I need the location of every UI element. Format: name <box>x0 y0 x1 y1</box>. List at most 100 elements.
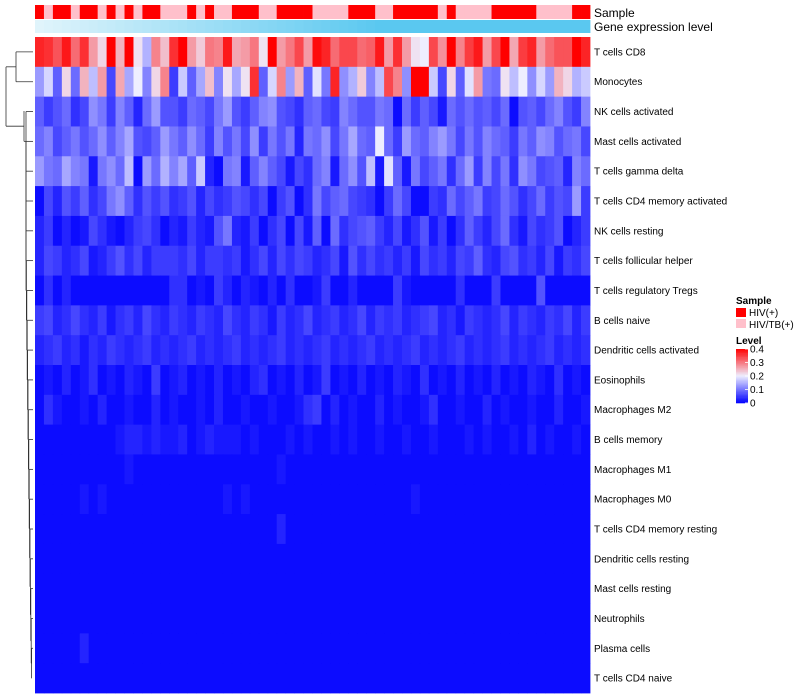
heatmap-cell <box>178 275 188 306</box>
heatmap-cell <box>572 156 582 187</box>
heatmap-cell <box>115 603 125 634</box>
heatmap-cell <box>581 335 591 366</box>
heatmap-cell <box>106 424 116 455</box>
heatmap-cell <box>276 543 287 575</box>
heatmap-cell <box>554 365 564 396</box>
heatmap-cell <box>393 454 403 485</box>
heatmap-cell <box>455 365 466 396</box>
heatmap-cell <box>79 454 90 485</box>
heatmap-cell <box>518 514 528 545</box>
heatmap-cell <box>330 66 340 98</box>
heatmap-cell <box>536 186 546 217</box>
heatmap-cell <box>455 335 466 366</box>
heatmap-cell <box>214 96 224 127</box>
heatmap-cell <box>554 305 564 336</box>
heatmap-cell <box>491 424 501 455</box>
heatmap-cell <box>258 633 269 664</box>
heatmap-cell <box>160 96 170 127</box>
heatmap-cell <box>545 603 555 634</box>
heatmap-cell <box>294 335 304 366</box>
heatmap-cell <box>455 663 466 694</box>
heatmap-cell <box>581 365 591 396</box>
expression-annotation-cell <box>222 20 233 33</box>
heatmap-cell <box>482 454 492 485</box>
heatmap-cell <box>43 126 54 157</box>
heatmap-cell <box>303 186 313 217</box>
heatmap-cell <box>545 37 555 68</box>
heatmap-cell <box>43 484 54 515</box>
heatmap-cell <box>61 573 72 604</box>
heatmap-cell <box>88 394 99 426</box>
sample-annotation-cell <box>169 5 179 19</box>
heatmap-cell <box>455 215 466 247</box>
heatmap-cell <box>321 275 331 306</box>
heatmap-cell <box>527 215 537 247</box>
heatmap-cell <box>446 514 457 545</box>
heatmap-cell <box>446 573 457 604</box>
heatmap-cell <box>231 215 242 247</box>
heatmap-cell <box>249 663 260 694</box>
heatmap-cell <box>35 245 45 276</box>
heatmap-cell <box>321 305 331 336</box>
heatmap-cell <box>205 305 215 336</box>
sample-annotation-cell <box>196 5 206 19</box>
heatmap-cell <box>339 66 349 98</box>
heatmap-cell <box>52 126 63 157</box>
sample-annotation-cell <box>35 5 45 19</box>
heatmap-cell <box>473 603 483 634</box>
heatmap-cell <box>455 305 466 336</box>
heatmap-cell <box>196 573 206 604</box>
heatmap-cell <box>151 245 161 276</box>
row-label: T cells regulatory Tregs <box>594 286 698 297</box>
heatmap-cell <box>70 126 81 157</box>
heatmap-cell <box>124 96 134 127</box>
heatmap-cell <box>142 514 152 545</box>
heatmap-cell <box>43 394 54 426</box>
heatmap-cell <box>187 215 197 247</box>
expression-annotation-cell <box>52 20 63 33</box>
heatmap-cell <box>455 394 466 426</box>
heatmap-cell <box>384 514 394 545</box>
heatmap-cell <box>348 514 358 545</box>
expression-annotation-cell <box>554 20 564 33</box>
heatmap-cell <box>178 454 188 485</box>
colorbar-segment <box>736 373 748 375</box>
heatmap-cell <box>214 66 224 98</box>
heatmap-cell <box>240 573 251 604</box>
heatmap-cell <box>196 126 206 157</box>
heatmap-cell <box>536 126 546 157</box>
heatmap-cell <box>106 215 116 247</box>
heatmap-cell <box>491 156 501 187</box>
heatmap-cell <box>500 275 510 306</box>
heatmap-cell <box>160 454 170 485</box>
heatmap-cell <box>258 454 269 485</box>
heatmap-cell <box>294 663 304 694</box>
heatmap-cell <box>464 245 475 276</box>
heatmap-cell <box>169 603 179 634</box>
heatmap-cell <box>563 156 573 187</box>
heatmap-cell <box>258 365 269 396</box>
heatmap-cell <box>428 37 439 68</box>
heatmap-cell <box>500 186 510 217</box>
heatmap-cell <box>35 66 45 98</box>
heatmap-cell <box>491 96 501 127</box>
heatmap-cell <box>437 245 448 276</box>
heatmap-cell <box>321 186 331 217</box>
heatmap-cell <box>249 96 260 127</box>
heatmap-cell <box>267 335 278 366</box>
expression-annotation-cell <box>410 20 421 33</box>
heatmap-cell <box>61 394 72 426</box>
heatmap-cell <box>402 543 412 575</box>
heatmap-cell <box>187 484 197 515</box>
expression-annotation-cell <box>419 20 430 33</box>
heatmap-cell <box>527 454 537 485</box>
heatmap-cell <box>455 603 466 634</box>
heatmap-cell <box>151 186 161 217</box>
heatmap-cell <box>366 66 376 98</box>
heatmap-cell <box>357 37 367 68</box>
heatmap-cell <box>35 633 45 664</box>
heatmap-cell <box>545 305 555 336</box>
heatmap-cell <box>285 543 295 575</box>
heatmap-cell <box>133 424 143 455</box>
heatmap-cell <box>294 37 304 68</box>
